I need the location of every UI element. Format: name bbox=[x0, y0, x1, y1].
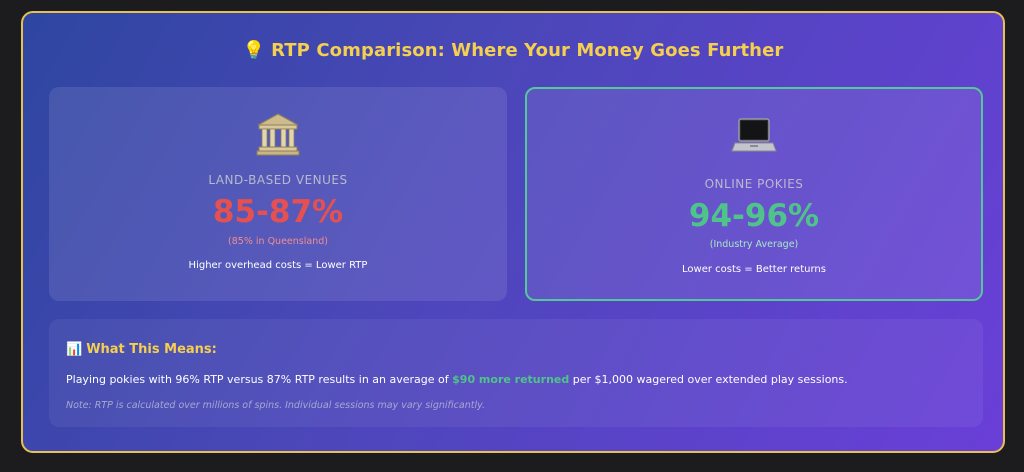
what-this-means-title-text: What This Means: bbox=[86, 342, 217, 357]
lightbulb-icon: 💡 bbox=[242, 40, 266, 61]
panel-title-text: RTP Comparison: Where Your Money Goes Fu… bbox=[271, 40, 784, 61]
body-text-start: Playing pokies with 96% RTP versus 87% R… bbox=[66, 373, 453, 386]
online-pokies-label: ONLINE POKIES bbox=[704, 177, 804, 191]
online-pokies-note: Lower costs = Better returns bbox=[682, 264, 826, 275]
land-based-rtp-value: 85-87% bbox=[212, 194, 344, 230]
rtp-comparison-panel: 💡 RTP Comparison: Where Your Money Goes F… bbox=[21, 11, 1005, 453]
rtp-disclaimer-note: Note: RTP is calculated over millions of… bbox=[66, 400, 485, 411]
what-this-means-title: 📊 What This Means: bbox=[66, 342, 217, 357]
laptop-icon bbox=[527, 113, 981, 159]
bar-chart-icon: 📊 bbox=[66, 342, 83, 357]
what-this-means-body: Playing pokies with 96% RTP versus 87% R… bbox=[66, 373, 848, 386]
bank-building-icon bbox=[49, 111, 507, 157]
body-text-end: per $1,000 wagered over extended play se… bbox=[569, 373, 848, 386]
online-pokies-subtext: (Industry Average) bbox=[709, 239, 799, 250]
highlight-amount: $90 more returned bbox=[452, 373, 570, 386]
land-based-subtext: (85% in Queensland) bbox=[228, 236, 328, 247]
land-based-note: Higher overhead costs = Lower RTP bbox=[188, 260, 368, 271]
land-based-label: LAND-BASED VENUES bbox=[208, 173, 348, 187]
land-based-card: LAND-BASED VENUES 85-87% (85% in Queensl… bbox=[49, 87, 507, 301]
panel-title: 💡 RTP Comparison: Where Your Money Goes F… bbox=[23, 40, 1003, 61]
online-pokies-rtp-value: 94-96% bbox=[688, 198, 820, 234]
what-this-means-box: 📊 What This Means: Playing pokies with 96… bbox=[49, 319, 983, 427]
online-pokies-card: ONLINE POKIES 94-96% (Industry Average) … bbox=[525, 87, 983, 301]
